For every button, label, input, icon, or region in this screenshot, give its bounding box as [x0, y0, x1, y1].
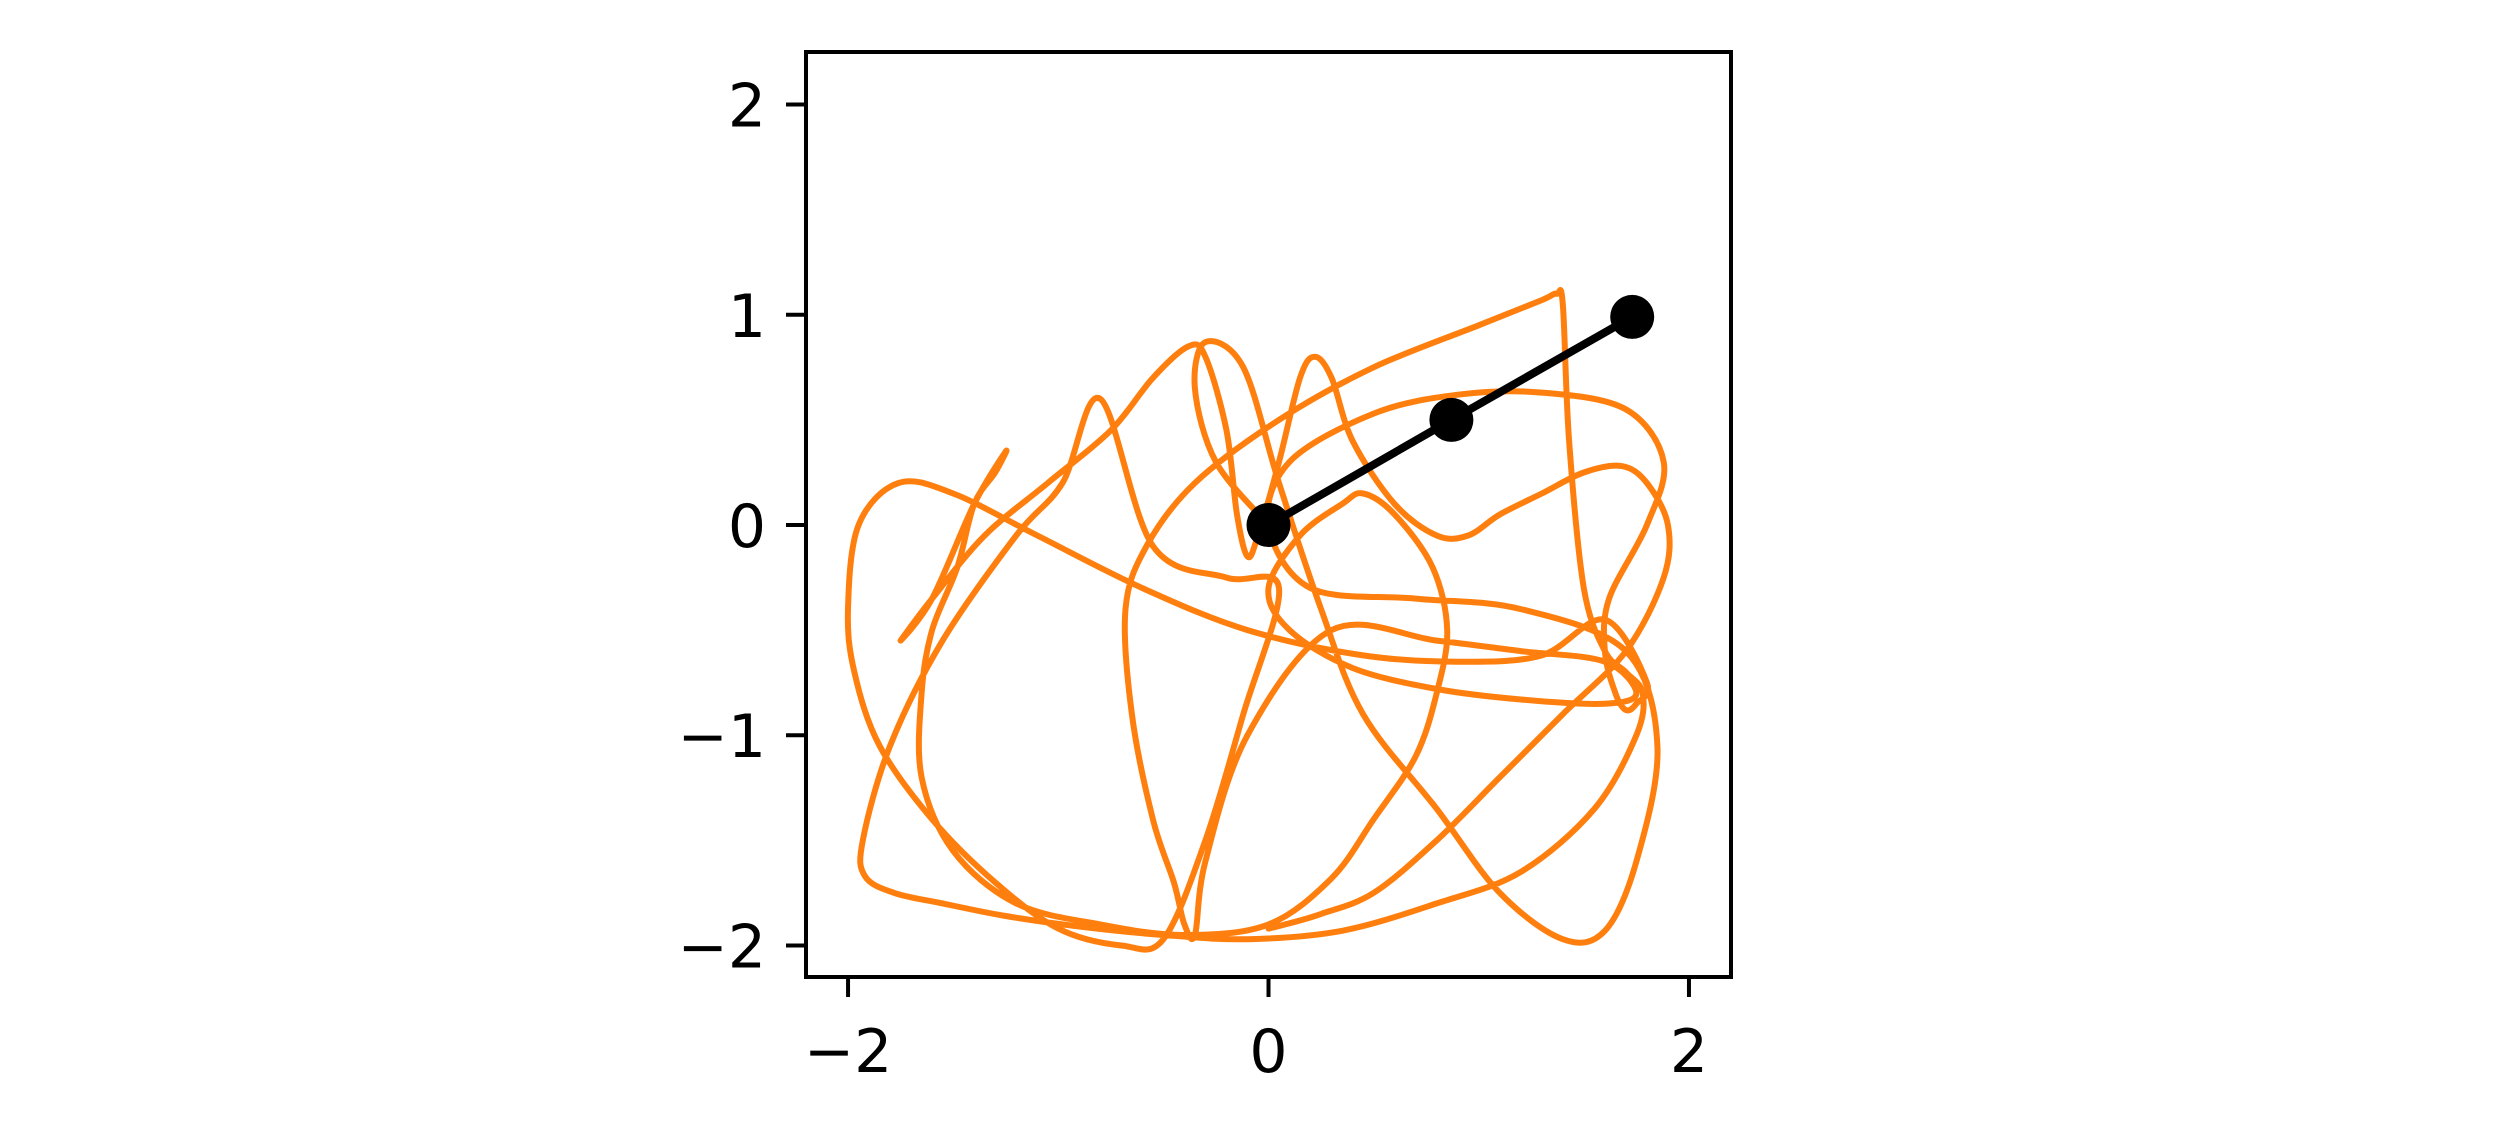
pendulum-layer	[1246, 294, 1655, 547]
pendulum-joint-2	[1610, 294, 1655, 339]
y-tick-label: 1	[728, 282, 766, 352]
y-tick-label: −2	[678, 912, 766, 982]
x-tick-label: 0	[1249, 1017, 1287, 1087]
x-tick-label: −2	[804, 1017, 892, 1087]
trajectory-trace-line	[844, 287, 1673, 953]
y-axis: −2 −1 0 1 2	[678, 72, 806, 982]
y-tick-label: 2	[728, 72, 766, 142]
x-axis: −2 0 2	[804, 977, 1708, 1087]
trajectory-trace-layer	[844, 287, 1673, 953]
y-tick-label: −1	[678, 702, 766, 772]
pendulum-joint-0	[1246, 503, 1291, 547]
y-tick-label: 0	[728, 492, 766, 562]
pendulum-joint-1	[1429, 397, 1474, 442]
x-tick-label: 2	[1670, 1017, 1708, 1087]
